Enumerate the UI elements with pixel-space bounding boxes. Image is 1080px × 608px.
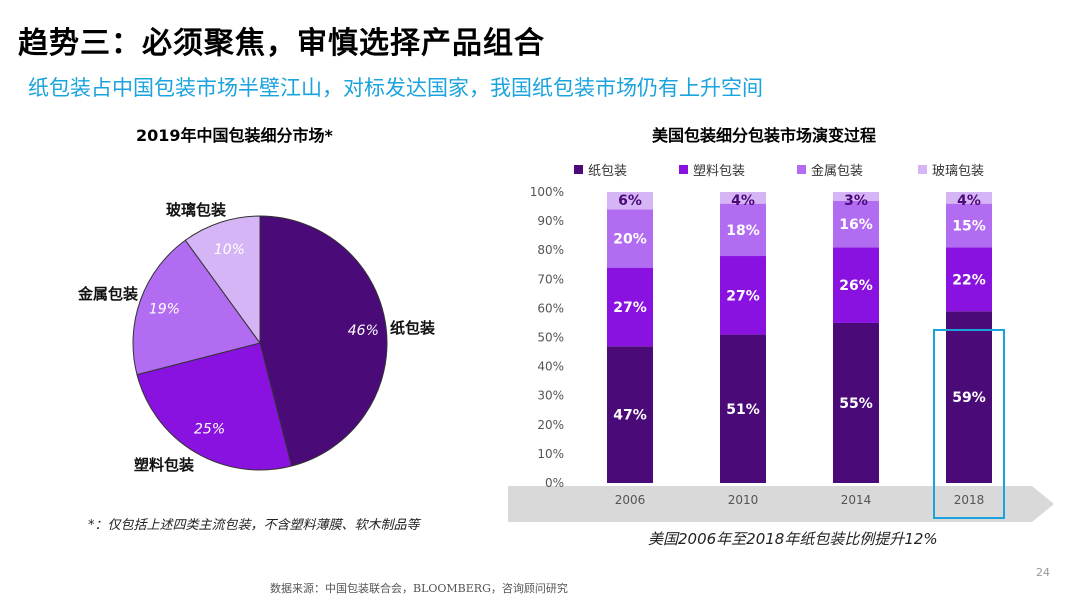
legend-swatch bbox=[918, 165, 927, 174]
y-tick-label: 30% bbox=[537, 389, 564, 403]
pie-category-label: 金属包装 bbox=[77, 285, 139, 303]
bar-segment bbox=[946, 192, 992, 204]
bar-value-label: 26% bbox=[839, 278, 873, 294]
legend-label: 玻璃包装 bbox=[932, 164, 984, 179]
pie-footnote: *：仅包括上述四类主流包装，不含塑料薄膜、软木制品等 bbox=[88, 518, 420, 533]
legend-swatch bbox=[679, 165, 688, 174]
pie-value-label: 25% bbox=[194, 421, 225, 437]
bar-value-label: 59% bbox=[952, 390, 986, 406]
bar-segment bbox=[720, 192, 766, 204]
bar-value-label: 6% bbox=[618, 193, 642, 209]
x-tick-label: 2010 bbox=[728, 493, 759, 507]
bar-segment bbox=[720, 203, 766, 257]
pie-slice-1 bbox=[259, 215, 388, 467]
y-tick-label: 40% bbox=[537, 360, 564, 374]
pie-slice-2 bbox=[136, 342, 293, 471]
bar-value-label: 15% bbox=[952, 218, 986, 234]
pie-value-label: 46% bbox=[348, 323, 379, 339]
bar-segment bbox=[833, 322, 879, 483]
bar-segment bbox=[833, 192, 879, 201]
bar-value-label: 55% bbox=[839, 396, 873, 412]
legend-label: 塑料包装 bbox=[693, 164, 745, 179]
bar-value-label: 27% bbox=[613, 300, 647, 316]
x-tick-label: 2018 bbox=[954, 493, 985, 507]
bar-value-label: 47% bbox=[613, 408, 647, 424]
y-tick-label: 70% bbox=[537, 272, 564, 286]
bar-value-label: 22% bbox=[952, 272, 986, 288]
bar-value-label: 51% bbox=[726, 402, 760, 418]
x-axis-arrow bbox=[508, 486, 1054, 522]
bar-segment bbox=[607, 209, 653, 268]
y-tick-label: 10% bbox=[537, 447, 564, 461]
page-number: 24 bbox=[1036, 566, 1050, 579]
pie-category-label: 纸包装 bbox=[390, 319, 436, 337]
bar-value-label: 20% bbox=[613, 232, 647, 248]
bar-segment bbox=[946, 203, 992, 248]
bar-segment bbox=[833, 247, 879, 323]
pie-slice-3 bbox=[132, 239, 261, 376]
bar-value-label: 27% bbox=[726, 288, 760, 304]
y-tick-label: 60% bbox=[537, 301, 564, 315]
highlight-box bbox=[933, 329, 1005, 519]
y-tick-label: 80% bbox=[537, 243, 564, 257]
bar-value-label: 18% bbox=[726, 223, 760, 239]
bar-value-label: 3% bbox=[844, 193, 868, 209]
x-tick-label: 2006 bbox=[615, 493, 646, 507]
pie-category-label: 玻璃包装 bbox=[166, 201, 227, 219]
pie-value-label: 10% bbox=[214, 242, 245, 258]
legend-label: 金属包装 bbox=[811, 163, 863, 179]
pie-slice-4 bbox=[184, 215, 261, 345]
bar-segment bbox=[720, 256, 766, 335]
pie-value-label: 19% bbox=[149, 302, 180, 318]
bar-value-label: 16% bbox=[839, 217, 873, 233]
legend-swatch bbox=[797, 165, 806, 174]
y-tick-label: 90% bbox=[537, 214, 564, 228]
bar-chart-title: 美国包装细分包装市场演变过程 bbox=[652, 126, 877, 145]
bar-value-label: 4% bbox=[731, 193, 755, 209]
x-tick-label: 2014 bbox=[841, 493, 872, 507]
y-tick-label: 20% bbox=[537, 418, 564, 432]
bar-segment bbox=[607, 192, 653, 210]
y-tick-label: 50% bbox=[537, 331, 564, 345]
bar-segment bbox=[946, 311, 992, 483]
y-tick-label: 0% bbox=[545, 476, 564, 490]
bar-caption: 美国2006年至2018年纸包装比例提升12% bbox=[648, 530, 938, 548]
page-title: 趋势三：必须聚焦，审慎选择产品组合 bbox=[18, 26, 545, 61]
bar-segment bbox=[946, 247, 992, 312]
page-subtitle: 纸包装占中国包装市场半壁江山，对标发达国家，我国纸包装市场仍有上升空间 bbox=[28, 76, 763, 100]
data-source: 数据来源：中国包装联合会，BLOOMBERG，咨询顾问研究 bbox=[270, 582, 568, 595]
y-tick-label: 100% bbox=[530, 185, 564, 199]
bar-segment bbox=[607, 346, 653, 483]
legend-label: 纸包装 bbox=[588, 164, 627, 179]
bar-segment bbox=[607, 267, 653, 347]
bar-value-label: 4% bbox=[957, 193, 981, 209]
pie-chart-title: 2019年中国包装细分市场* bbox=[136, 126, 333, 145]
bar-segment bbox=[833, 200, 879, 248]
bar-segment bbox=[720, 334, 766, 483]
pie-category-label: 塑料包装 bbox=[134, 456, 195, 474]
legend-swatch bbox=[574, 165, 583, 174]
